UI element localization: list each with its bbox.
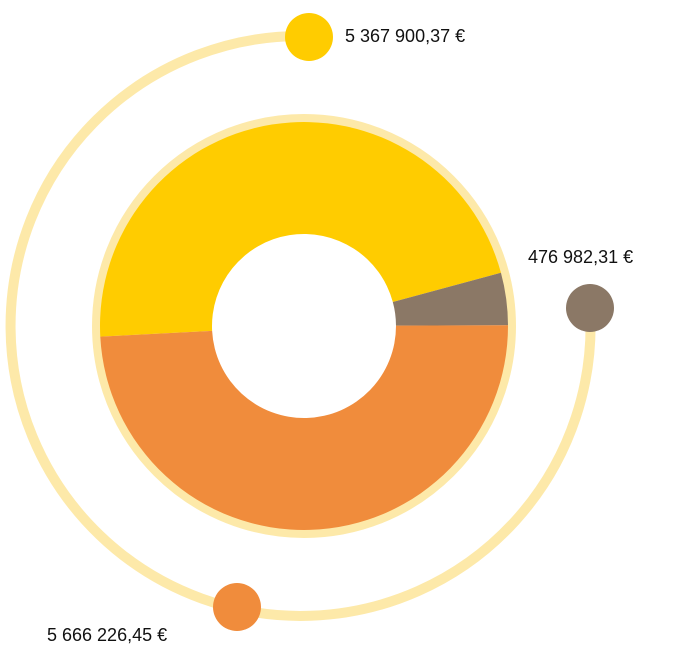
value-label: 5 666 226,45 € bbox=[47, 625, 167, 645]
value-dot bbox=[213, 583, 261, 631]
value-dot bbox=[566, 284, 614, 332]
donut-slice bbox=[100, 325, 509, 531]
value-dot bbox=[285, 13, 333, 61]
donut-rim bbox=[92, 114, 516, 538]
donut-slice bbox=[100, 121, 501, 337]
value-label: 5 367 900,37 € bbox=[345, 26, 465, 46]
donut-slice bbox=[392, 272, 508, 326]
orbit-ring bbox=[5, 30, 596, 621]
value-label: 476 982,31 € bbox=[528, 247, 633, 267]
